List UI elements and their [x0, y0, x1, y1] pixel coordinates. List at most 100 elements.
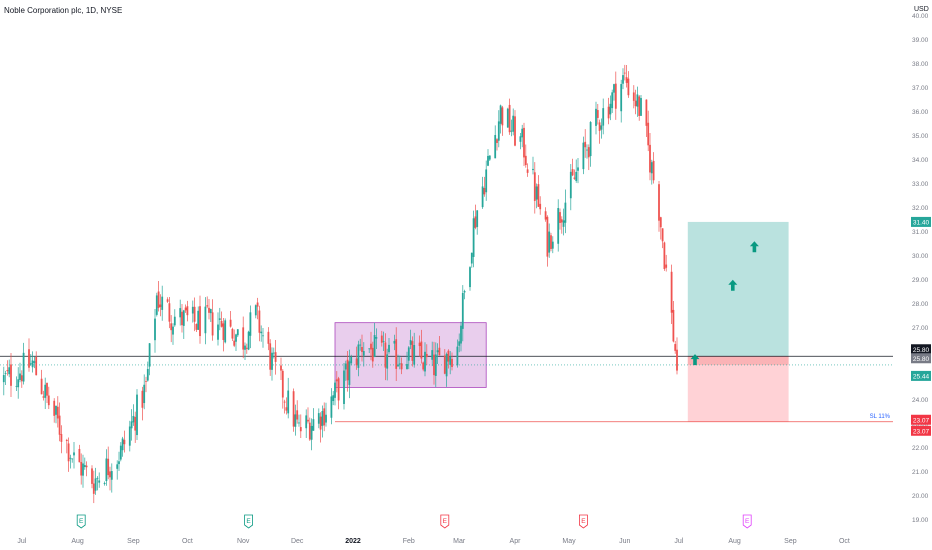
candle-body	[85, 465, 88, 468]
candle-body	[348, 361, 351, 385]
candle-body	[244, 345, 246, 350]
candle-body	[564, 202, 567, 223]
candle	[141, 386, 144, 421]
candle-body	[337, 378, 340, 401]
earnings-marker[interactable]: E	[579, 514, 588, 529]
candle	[123, 430, 126, 453]
candle-body	[413, 345, 416, 365]
annotation-zones[interactable]: SL 11%	[0, 221, 893, 423]
candle	[472, 210, 475, 268]
candle	[384, 333, 387, 381]
candle	[571, 158, 574, 177]
candle	[292, 388, 295, 432]
earnings-marker[interactable]: E	[440, 514, 450, 529]
candle	[22, 342, 25, 385]
candle	[670, 264, 673, 324]
candle	[557, 199, 560, 252]
candle-body	[128, 426, 131, 446]
candle-body	[209, 309, 212, 314]
candle-body	[199, 306, 201, 337]
candle	[35, 351, 38, 376]
candle	[614, 71, 617, 120]
earnings-marker[interactable]: E	[76, 514, 86, 529]
candle-body	[154, 318, 156, 341]
x-tick-label: Sep	[127, 538, 140, 545]
candle	[380, 330, 383, 347]
time-axis[interactable]: Jul Aug Sep Oct Nov Dec 2022 Feb Mar Apr May Jun Jul…	[17, 538, 850, 545]
candle-body	[17, 379, 20, 388]
up-arrow-icon[interactable]	[690, 354, 700, 366]
candle	[560, 216, 563, 234]
candle-body	[42, 396, 45, 398]
candle	[575, 159, 578, 183]
candle-body	[181, 311, 183, 326]
candle	[233, 329, 236, 348]
candle	[361, 334, 363, 362]
candle	[317, 408, 320, 429]
candle-body	[307, 419, 309, 422]
x-tick-label: Jul	[17, 538, 26, 545]
candle-body	[569, 171, 572, 199]
candle-body	[496, 139, 498, 143]
candle	[96, 476, 99, 491]
up-arrow-icon[interactable]	[749, 241, 759, 253]
candle-body	[206, 305, 209, 307]
candle	[287, 377, 290, 419]
candle	[305, 409, 308, 438]
candle-body	[469, 267, 471, 288]
annotation-markers[interactable]	[690, 241, 759, 366]
candle-body	[663, 242, 666, 270]
x-tick-label: Jun	[619, 538, 630, 545]
candle-body	[346, 359, 349, 381]
candle-body	[184, 307, 187, 311]
up-arrow-icon[interactable]	[728, 279, 738, 291]
earnings-marker[interactable]: E	[244, 514, 253, 529]
candle-body	[539, 203, 542, 210]
candle	[596, 103, 599, 125]
candle-body	[236, 329, 239, 336]
price-axis[interactable]: 19.0020.0021.0022.0023.0024.0025.0026.00…	[911, 13, 931, 524]
candle	[262, 327, 264, 348]
candle	[559, 208, 561, 230]
candle-body	[60, 434, 63, 442]
candle-body	[665, 264, 668, 268]
candle	[103, 481, 106, 486]
price-label-bg	[911, 370, 931, 381]
y-tick-label: 20.00	[912, 493, 929, 500]
y-tick-label: 22.00	[912, 445, 929, 452]
candle-body	[519, 136, 522, 142]
candle	[550, 232, 552, 252]
target-zone[interactable]	[687, 221, 789, 357]
candle-body	[456, 346, 459, 366]
candle	[222, 317, 225, 352]
price-label: 25.80	[911, 344, 931, 355]
earnings-marker[interactable]: E	[742, 514, 752, 529]
candle	[595, 101, 597, 135]
price-label-text: 25.80	[913, 356, 930, 363]
candle-body	[533, 172, 536, 201]
candle	[544, 207, 547, 222]
candle-body	[676, 349, 678, 371]
y-tick-label: 24.00	[912, 397, 929, 404]
stop-zone[interactable]	[687, 356, 789, 422]
candle-body	[384, 342, 387, 368]
candle-body	[623, 72, 626, 74]
candle	[620, 79, 623, 123]
candle	[209, 308, 212, 323]
candle-body	[508, 104, 511, 133]
candle-body	[19, 373, 21, 380]
candle-body	[436, 350, 439, 353]
candle-body	[595, 108, 597, 126]
candle-body	[283, 401, 286, 403]
candle-body	[398, 363, 401, 365]
candle-body	[168, 303, 171, 322]
candle	[294, 404, 297, 436]
candle	[665, 254, 668, 272]
candle	[159, 294, 162, 317]
candle	[42, 390, 45, 401]
candle-body	[344, 363, 347, 370]
candle-body	[310, 425, 313, 440]
candle	[28, 338, 30, 372]
